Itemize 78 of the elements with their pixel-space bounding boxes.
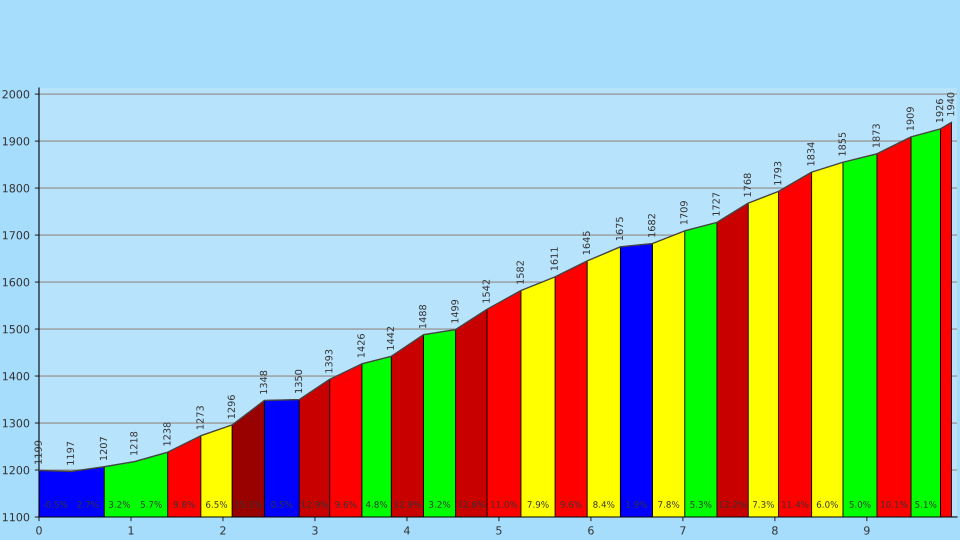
annotation: 7.3% <box>752 501 774 508</box>
data-label: 1645 <box>582 231 590 254</box>
y-tick-label: 1300 <box>2 419 30 428</box>
annotation: 12.2% <box>720 501 746 508</box>
x-tick-label: 7 <box>680 526 686 534</box>
data-label: 1197 <box>66 442 74 465</box>
data-label: 1273 <box>196 406 204 430</box>
annotation: 9.6% <box>560 501 582 508</box>
data-label: 1909 <box>906 107 914 130</box>
y-tick-label: 1800 <box>2 184 30 192</box>
x-tick-label: 3 <box>312 526 318 535</box>
data-label: 1834 <box>807 142 814 166</box>
annotation: 3.2% <box>109 501 130 508</box>
data-label: 1873 <box>872 124 880 148</box>
annotation: 0.5% <box>271 501 292 508</box>
annotation: 3.2% <box>429 501 450 508</box>
data-label: 1238 <box>163 422 171 446</box>
annotation: 12.6% <box>458 501 485 508</box>
annotation: 5.0% <box>850 501 871 508</box>
annotation: 7.8% <box>658 501 680 508</box>
data-label: 1499 <box>451 300 459 323</box>
annotation: 9.6% <box>335 501 356 508</box>
data-label: 1218 <box>130 432 138 455</box>
data-label: 1768 <box>744 173 752 196</box>
x-tick-label: 6 <box>588 526 594 535</box>
x-tick-label: 0 <box>36 526 42 535</box>
data-label: 1393 <box>325 350 332 373</box>
data-label: 1940 <box>946 92 954 116</box>
x-tick-label: 5 <box>496 526 502 535</box>
y-tick-label: 1100 <box>2 512 30 522</box>
data-label: 1350 <box>294 370 302 393</box>
data-label: 1296 <box>228 395 235 418</box>
annotation: 7.9% <box>528 501 549 508</box>
x-tick-label: 9 <box>864 526 870 535</box>
data-label: 1682 <box>648 214 656 237</box>
annotation: -0.5% <box>42 501 68 508</box>
y-tick-label: 1500 <box>2 325 30 334</box>
data-label: 1426 <box>357 334 365 358</box>
annotation: 12.9% <box>394 501 421 508</box>
annotation: 5.1% <box>915 501 936 508</box>
y-tick-label: 1400 <box>2 372 30 380</box>
annotation: 5.7% <box>140 501 162 508</box>
x-tick-label: 8 <box>772 526 778 535</box>
y-tick-label: 1700 <box>2 231 30 240</box>
annotation: 15.1% <box>235 501 262 508</box>
data-label: 1709 <box>680 201 688 224</box>
x-tick-label: 2 <box>220 526 226 534</box>
annotation: 6.0% <box>816 501 838 508</box>
annotation: 8.4% <box>593 501 614 508</box>
annotation: 5.3% <box>690 501 712 508</box>
annotation: 11.0% <box>491 501 518 508</box>
y-tick-label: 2000 <box>2 90 30 98</box>
annotation: 12.9% <box>302 501 328 508</box>
y-tick-label: 1900 <box>2 137 30 146</box>
data-label: 1488 <box>418 304 426 328</box>
annotation: 11.4% <box>782 501 809 508</box>
annotation: 4.8% <box>366 501 388 508</box>
data-label: 1582 <box>516 261 524 284</box>
data-label: 1855 <box>838 132 846 156</box>
data-label: 1542 <box>482 280 490 303</box>
annotation: 2.7% <box>77 501 98 508</box>
x-tick-label: 1 <box>128 526 134 534</box>
data-label: 1348 <box>260 370 268 394</box>
x-tick-label: 4 <box>404 526 410 534</box>
data-label: 1727 <box>712 192 720 216</box>
data-label: 1675 <box>616 217 624 240</box>
data-label: 1611 <box>550 247 558 270</box>
data-label: 1199 <box>34 440 42 464</box>
y-tick-label: 1600 <box>2 278 30 286</box>
data-label: 1442 <box>386 326 394 350</box>
data-label: 1926 <box>936 99 944 122</box>
y-tick-label: 1200 <box>2 466 30 474</box>
annotation: 1.9% <box>626 501 648 508</box>
data-label: 1793 <box>774 162 782 185</box>
annotation: 9.8% <box>174 501 195 508</box>
data-label: 1207 <box>100 437 108 460</box>
annotation: 6.5% <box>206 501 228 508</box>
annotation: 10.1% <box>881 501 908 508</box>
